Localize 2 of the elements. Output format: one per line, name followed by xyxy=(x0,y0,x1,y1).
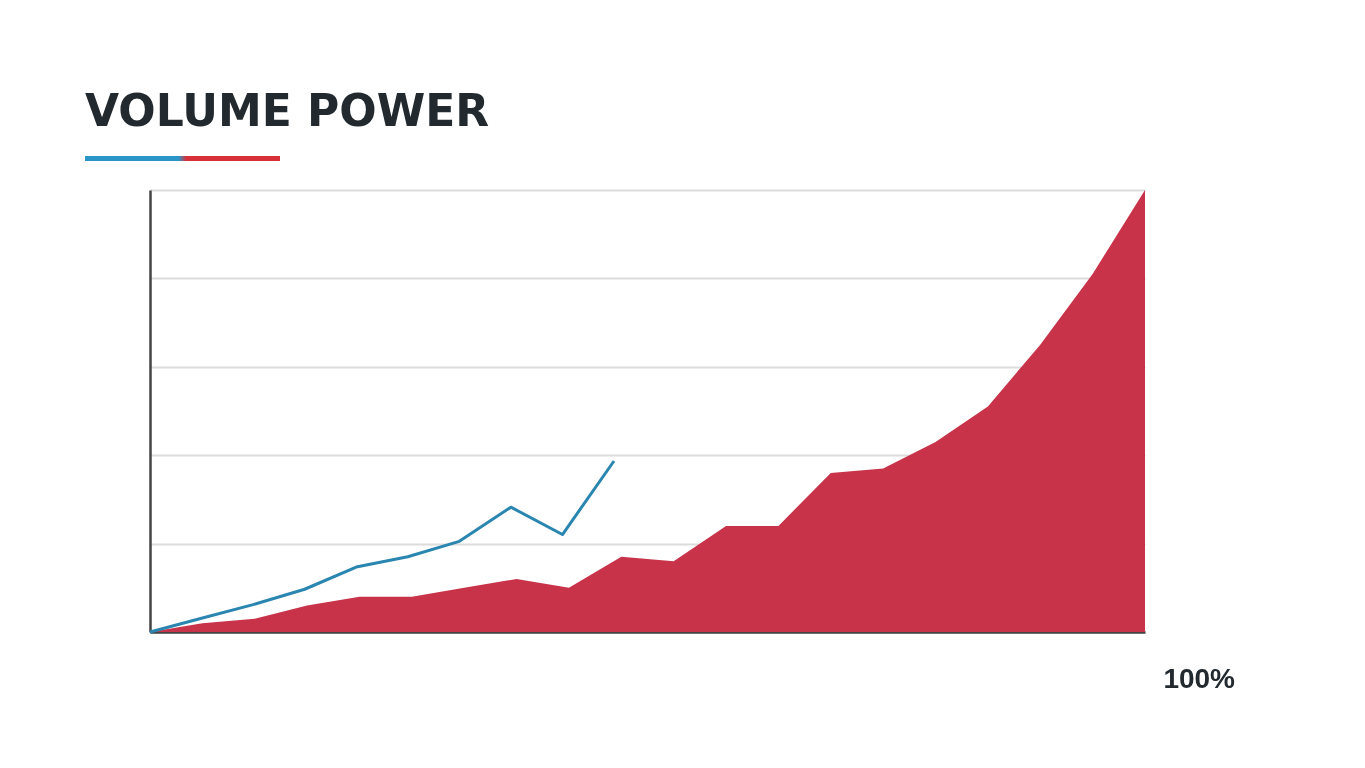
chart-title: VOLUME POWER xyxy=(85,85,490,136)
text: 100% xyxy=(1163,663,1236,694)
